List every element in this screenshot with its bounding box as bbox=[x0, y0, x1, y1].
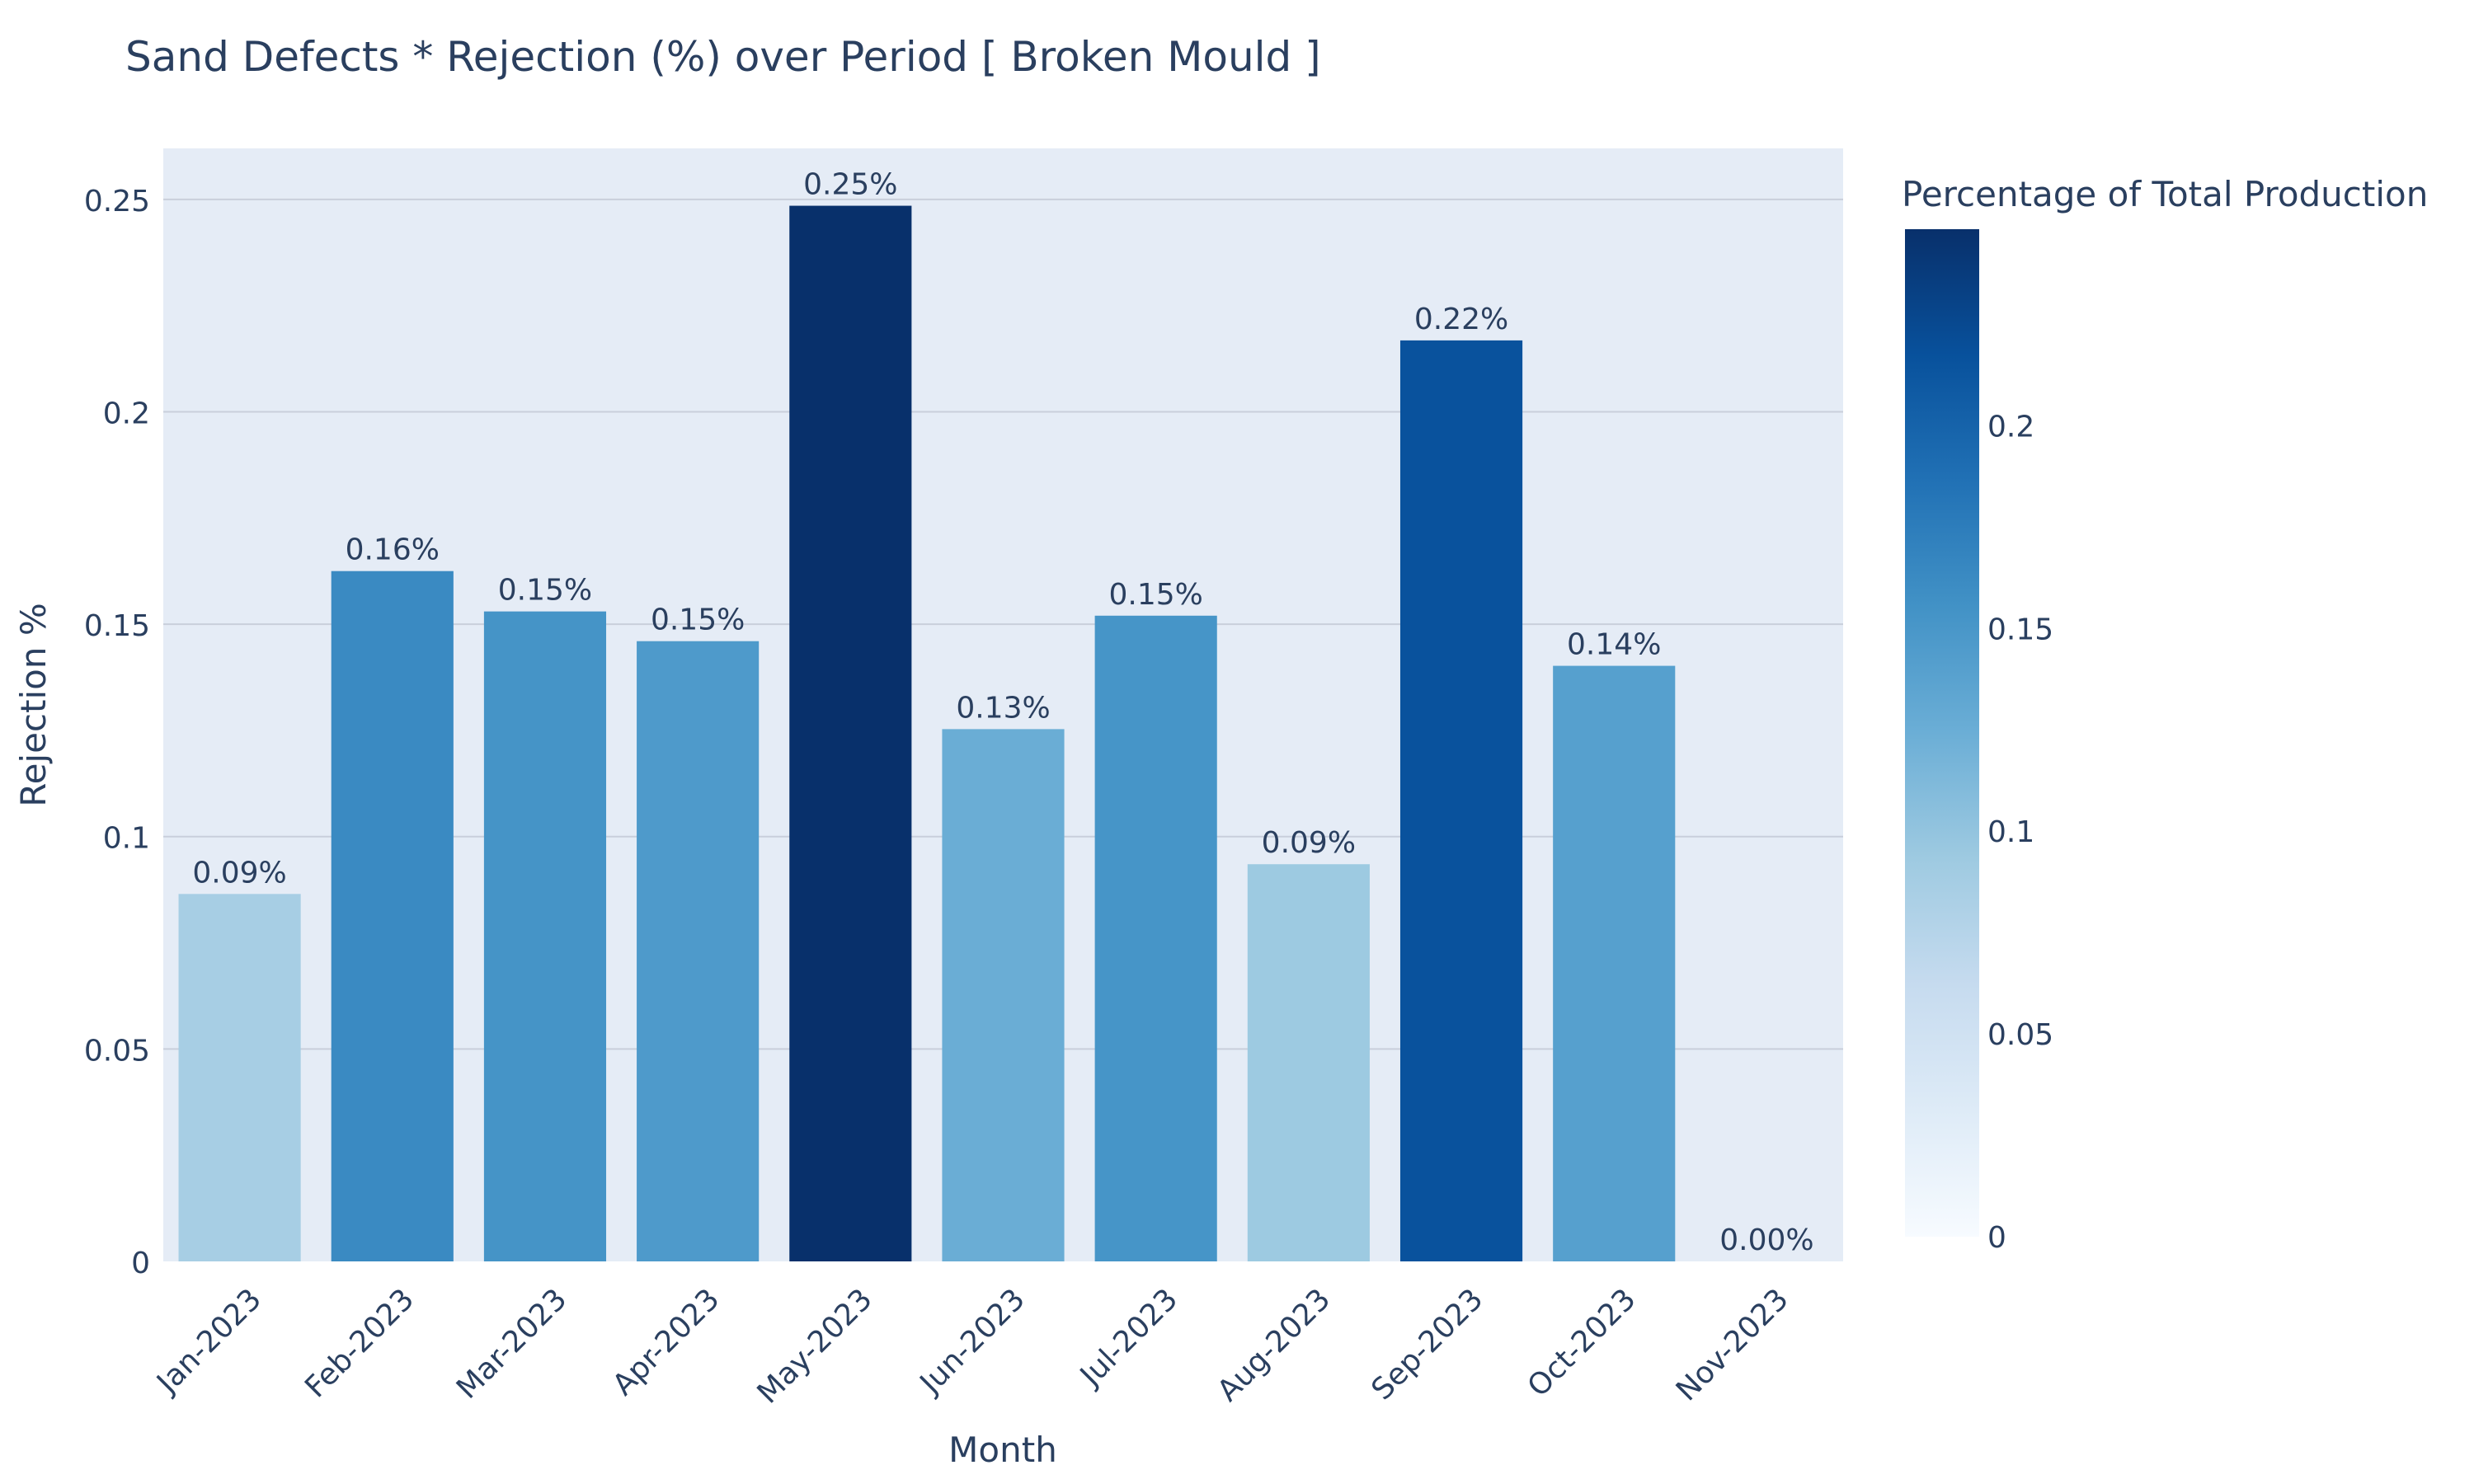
x-tick-label: Jan-2023 bbox=[149, 1282, 268, 1401]
data-label: 0.15% bbox=[1108, 578, 1202, 612]
bar bbox=[1399, 340, 1523, 1261]
x-axis-ticks: Jan-2023 Feb-2023 Mar-2023 Apr-2023 May-2023… bbox=[149, 1282, 1794, 1410]
data-label: 0.14% bbox=[1567, 628, 1661, 662]
colorbar-tick-label: 0 bbox=[1987, 1221, 2006, 1255]
bar bbox=[331, 571, 454, 1261]
bar bbox=[178, 894, 301, 1261]
y-tick-label: 0.2 bbox=[103, 397, 150, 430]
chart-title: Sand Defects * Rejection (%) over Period… bbox=[125, 33, 1321, 81]
data-label: 0.13% bbox=[956, 691, 1050, 725]
data-label: 0.25% bbox=[803, 168, 897, 202]
y-tick-label: 0.15 bbox=[84, 609, 150, 643]
y-tick-label: 0.25 bbox=[84, 185, 150, 218]
x-tick-label: Apr-2023 bbox=[606, 1282, 726, 1402]
data-label: 0.15% bbox=[651, 603, 745, 637]
y-tick-label: 0.05 bbox=[84, 1034, 150, 1068]
colorbar-tick-label: 0.05 bbox=[1987, 1018, 2053, 1052]
x-tick-label: Oct-2023 bbox=[1522, 1282, 1643, 1403]
colorbar-title: Percentage of Total Production bbox=[1902, 174, 2428, 214]
x-tick-label: Sep-2023 bbox=[1366, 1282, 1490, 1407]
data-label: 0.16% bbox=[346, 533, 440, 567]
bar bbox=[1553, 665, 1676, 1261]
data-label: 0.22% bbox=[1414, 303, 1508, 336]
x-axis-title: Month bbox=[948, 1430, 1057, 1470]
bar bbox=[1247, 864, 1370, 1261]
bar bbox=[942, 729, 1065, 1261]
colorbar-ticks: 0 0.05 0.1 0.15 0.2 bbox=[1987, 410, 2053, 1255]
x-tick-label: Aug-2023 bbox=[1211, 1282, 1338, 1408]
y-tick-label: 0.1 bbox=[103, 822, 150, 856]
x-tick-label: Jun-2023 bbox=[913, 1282, 1032, 1401]
bar bbox=[1094, 615, 1217, 1261]
y-axis-title: Rejection % bbox=[13, 603, 54, 806]
data-label: 0.09% bbox=[1262, 826, 1356, 860]
x-tick-label: May-2023 bbox=[751, 1282, 879, 1410]
bar bbox=[637, 641, 760, 1261]
bars bbox=[178, 205, 1676, 1262]
colorbar-tick-label: 0.2 bbox=[1987, 410, 2034, 444]
data-labels: 0.09% 0.16% 0.15% 0.15% 0.25% 0.13% 0.15% 0.09%… bbox=[192, 168, 1813, 1257]
bar bbox=[483, 611, 607, 1261]
y-axis-ticks: 0 0.05 0.1 0.15 0.2 0.25 bbox=[84, 185, 150, 1280]
colorbar: Percentage of Total Production 00.050.10… bbox=[1902, 174, 2428, 1255]
data-label: 0.00% bbox=[1719, 1223, 1813, 1257]
colorbar-tick-label: 0.15 bbox=[1987, 613, 2053, 646]
colorbar-gradient bbox=[1905, 229, 1979, 1237]
x-tick-label: Nov-2023 bbox=[1670, 1282, 1795, 1407]
data-label: 0.09% bbox=[192, 856, 286, 890]
colorbar-tick-label: 0.1 bbox=[1987, 815, 2034, 849]
x-tick-label: Feb-2023 bbox=[299, 1282, 421, 1404]
x-tick-label: Jul-2023 bbox=[1073, 1282, 1184, 1393]
y-tick-label: 0 bbox=[131, 1247, 150, 1280]
x-tick-label: Mar-2023 bbox=[450, 1282, 573, 1405]
data-label: 0.15% bbox=[498, 574, 592, 608]
bar bbox=[789, 205, 912, 1262]
